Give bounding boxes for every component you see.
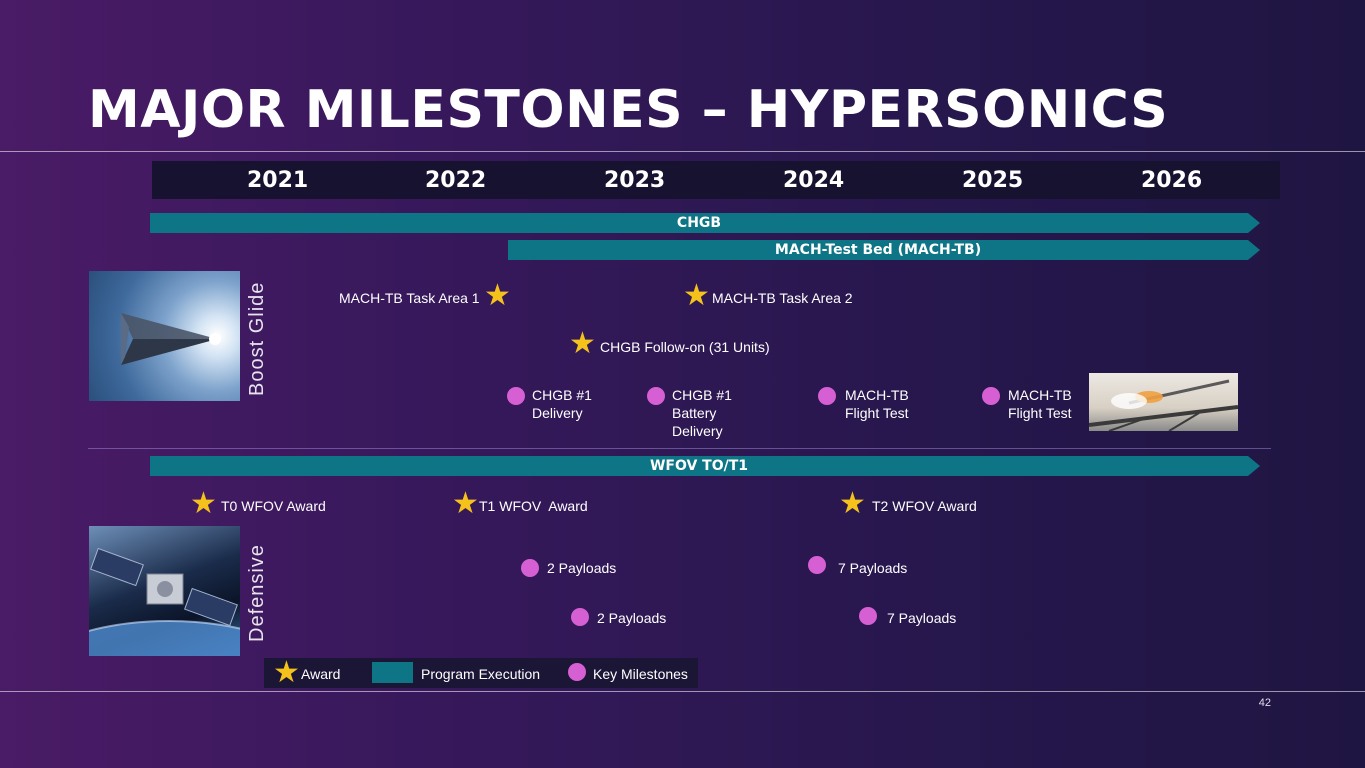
circle-icon (859, 607, 877, 625)
star-icon: ★ (190, 487, 217, 520)
milestone-label-t1-award: T1 WFOV Award (479, 498, 588, 514)
wfov-bar-label: WFOV TO/T1 (649, 458, 749, 474)
star-icon: ★ (273, 656, 300, 689)
star-icon: ★ (452, 487, 479, 520)
star-icon: ★ (484, 279, 511, 312)
circle-icon (982, 387, 1000, 405)
mach-tb-bar-label: MACH-Test Bed (MACH-TB) (774, 242, 982, 258)
year-2021: 2021 (247, 168, 309, 193)
milestone-label-2-payloads-a: 2 Payloads (547, 560, 617, 576)
circle-icon (521, 559, 539, 577)
legend-label-award: Award (301, 666, 341, 682)
section-label-boost-glide: Boost Glide (246, 281, 268, 396)
circle-icon (647, 387, 665, 405)
legend (264, 658, 698, 688)
milestone-label-chgb-follow-on: CHGB Follow-on (31 Units) (600, 339, 770, 355)
chgb-bar: CHGB (150, 213, 1260, 233)
star-icon: ★ (683, 279, 710, 312)
footer-rule (0, 691, 1365, 692)
rocket-launch-image (1089, 373, 1238, 431)
circle-icon (571, 608, 589, 626)
year-header-bar (152, 161, 1280, 199)
page-title: MAJOR MILESTONES – HYPERSONICS (88, 80, 1169, 140)
wfov-bar: WFOV TO/T1 (150, 456, 1260, 476)
milestone-label-t2-award: T2 WFOV Award (872, 498, 977, 514)
milestone-label-7-payloads-b: 7 Payloads (887, 610, 957, 626)
milestone-label-chgb-delivery: CHGB #1 Delivery (532, 387, 592, 421)
satellite-image (89, 526, 240, 656)
legend-swatch-program-execution (372, 662, 413, 683)
year-2022: 2022 (425, 168, 487, 193)
section-label-defensive: Defensive (246, 544, 268, 642)
milestone-label-t0-award: T0 WFOV Award (221, 498, 326, 514)
title-rule (0, 151, 1365, 152)
milestone-label-mach-tb-task-area-2: MACH-TB Task Area 2 (712, 290, 853, 306)
milestone-label-mach-tb-task-area-1: MACH-TB Task Area 1 (339, 290, 480, 306)
mach-tb-bar: MACH-Test Bed (MACH-TB) (508, 240, 1260, 260)
boost-glide-image (89, 271, 240, 401)
circle-icon (568, 663, 586, 681)
page-number: 42 (1258, 697, 1271, 709)
section-divider (88, 448, 1271, 449)
year-2024: 2024 (783, 168, 845, 193)
star-icon: ★ (839, 487, 866, 520)
year-2025: 2025 (962, 168, 1024, 193)
circle-icon (808, 556, 826, 574)
circle-icon (818, 387, 836, 405)
legend-label-key-milestones: Key Milestones (593, 666, 688, 682)
milestone-label-2-payloads-b: 2 Payloads (597, 610, 667, 626)
milestone-label-mach-tb-flight-test-2: MACH-TB Flight Test (1008, 387, 1072, 421)
year-2023: 2023 (604, 168, 666, 193)
milestone-label-mach-tb-flight-test-1: MACH-TB Flight Test (845, 387, 909, 421)
star-icon: ★ (569, 327, 596, 360)
circle-icon (507, 387, 525, 405)
legend-label-program-execution: Program Execution (421, 666, 541, 682)
milestone-label-chgb-battery-delivery: CHGB #1 Battery Delivery (672, 387, 732, 439)
year-2026: 2026 (1141, 168, 1203, 193)
milestone-label-7-payloads-a: 7 Payloads (838, 560, 908, 576)
chgb-bar-label: CHGB (676, 215, 722, 231)
